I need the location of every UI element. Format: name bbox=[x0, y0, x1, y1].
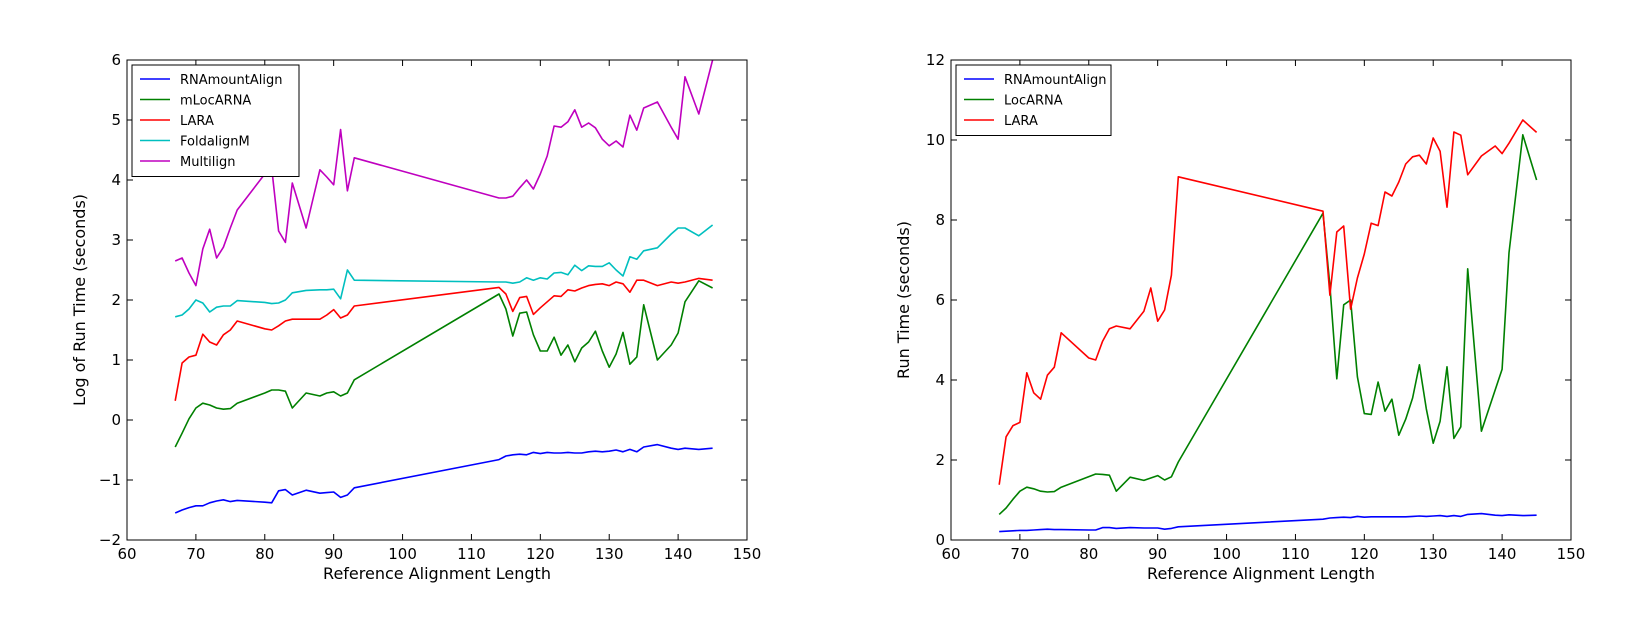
y-tick-label: 4 bbox=[111, 171, 121, 189]
y-tick-label: 8 bbox=[935, 211, 945, 229]
legend-label: Multilign bbox=[180, 155, 236, 170]
y-tick-label: 2 bbox=[111, 291, 121, 309]
y-tick-label: 1 bbox=[111, 351, 121, 369]
x-tick-label: 140 bbox=[664, 545, 693, 563]
right-chart-panel: 60 70 80 90 100 110 120 130 140 150 0 2 4 6 8 10 12 Refer… bbox=[894, 51, 1585, 583]
series-line-lara bbox=[998, 119, 1538, 485]
series-line-lara bbox=[174, 277, 713, 401]
x-tick-label: 120 bbox=[526, 545, 555, 563]
series-line-locarna bbox=[998, 134, 1538, 515]
y-tick-label: 3 bbox=[111, 231, 121, 249]
x-tick-label: 130 bbox=[595, 545, 624, 563]
x-tick-label: 150 bbox=[1557, 545, 1586, 563]
x-tick-label: 80 bbox=[1079, 545, 1098, 563]
legend-label: RNAmountAlign bbox=[180, 73, 282, 88]
legend-label: LARA bbox=[1004, 114, 1038, 129]
legend-label: LARA bbox=[180, 114, 214, 129]
x-tick-label: 100 bbox=[388, 545, 417, 563]
series-line-mlocarna bbox=[174, 279, 713, 448]
legend: RNAmountAlign mLocARNA LARA FoldalignM Multi… bbox=[131, 64, 300, 177]
series-line-rnamountalign bbox=[999, 512, 1537, 533]
y-tick-label: −1 bbox=[99, 471, 121, 489]
x-tick-label: 150 bbox=[733, 545, 762, 563]
series-line-foldalignm bbox=[174, 224, 714, 318]
x-tick-label: 100 bbox=[1212, 545, 1241, 563]
x-tick-label: 60 bbox=[941, 545, 960, 563]
x-tick-label: 90 bbox=[1148, 545, 1167, 563]
y-tick-label: 12 bbox=[926, 51, 945, 69]
x-tick-label: 110 bbox=[457, 545, 486, 563]
y-tick-label: 6 bbox=[935, 291, 945, 309]
y-tick-label: 0 bbox=[935, 531, 945, 549]
x-tick-label: 70 bbox=[186, 545, 205, 563]
series-line-rnamountalign bbox=[174, 443, 713, 514]
series-line-multilign bbox=[174, 59, 714, 287]
x-tick-label: 80 bbox=[255, 545, 274, 563]
y-tick-label: 4 bbox=[935, 371, 945, 389]
x-tick-label: 120 bbox=[1350, 545, 1379, 563]
x-tick-label: 70 bbox=[1010, 545, 1029, 563]
x-tick-label: 60 bbox=[117, 545, 136, 563]
y-axis-label: Log of Run Time (seconds) bbox=[70, 194, 89, 406]
left-chart-panel: 60 70 80 90 100 110 120 130 140 150 −2 −1 0 1 2 3 4 5 6 Ref… bbox=[70, 51, 761, 583]
y-tick-label: 0 bbox=[111, 411, 121, 429]
x-axis-label: Reference Alignment Length bbox=[1147, 564, 1375, 583]
x-tick-label: 140 bbox=[1488, 545, 1517, 563]
y-tick-label: 6 bbox=[111, 51, 121, 69]
x-axis-label: Reference Alignment Length bbox=[323, 564, 551, 583]
legend-label: FoldalignM bbox=[180, 135, 250, 150]
legend-label: mLocARNA bbox=[180, 94, 251, 109]
y-axis-label: Run Time (seconds) bbox=[894, 221, 913, 379]
legend-label: RNAmountAlign bbox=[1004, 73, 1106, 88]
x-tick-label: 130 bbox=[1419, 545, 1448, 563]
legend-label: LocARNA bbox=[1004, 94, 1063, 109]
y-tick-label: 5 bbox=[111, 111, 121, 129]
y-tick-label: 2 bbox=[935, 451, 945, 469]
y-tick-label: −2 bbox=[99, 531, 121, 549]
x-tick-label: 90 bbox=[324, 545, 343, 563]
x-tick-label: 110 bbox=[1281, 545, 1310, 563]
y-tick-label: 10 bbox=[926, 131, 945, 149]
legend: RNAmountAlign LocARNA LARA bbox=[955, 64, 1112, 136]
